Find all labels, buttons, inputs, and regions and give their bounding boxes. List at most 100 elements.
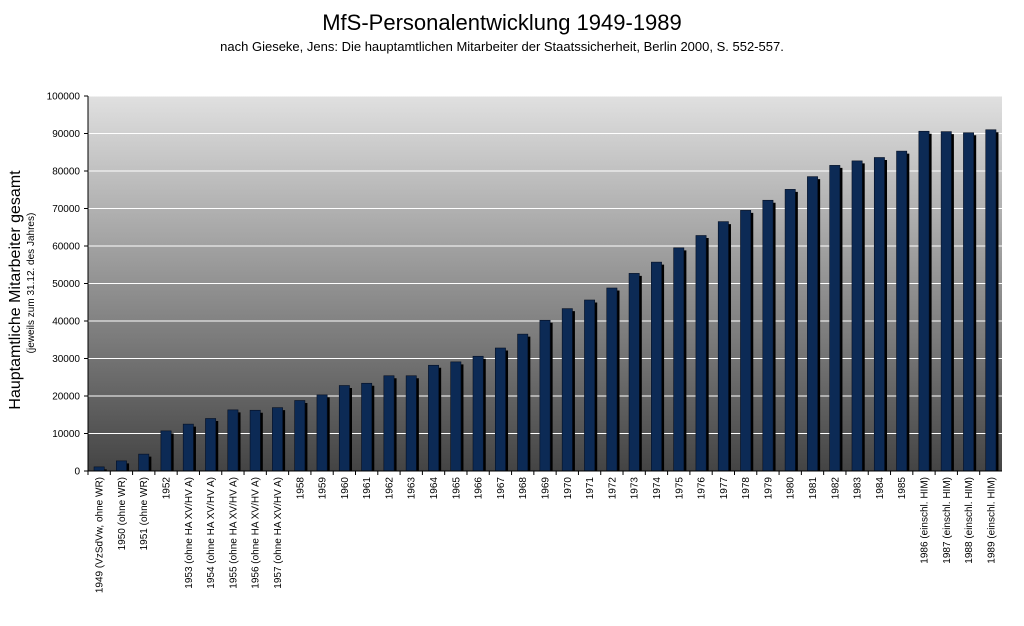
x-tick-label: 1959 (318, 477, 329, 500)
bar (494, 347, 506, 472)
bar (205, 418, 217, 472)
bar (450, 361, 462, 472)
y-tick-label: 10000 (52, 429, 80, 440)
y-tick-label: 20000 (52, 392, 80, 403)
x-tick-label: 1951 (ohne WR) (139, 477, 150, 550)
y-axis-label: Hauptamtliche Mitarbeiter gesamt (7, 170, 24, 410)
bar (138, 453, 150, 472)
x-tick-label: 1981 (808, 477, 819, 500)
bar (561, 308, 573, 472)
chart-title: MfS-Personalentwicklung 1949-1989 (322, 10, 682, 35)
bar (361, 382, 373, 472)
x-tick-label: 1969 (541, 477, 552, 500)
bar (472, 355, 484, 472)
x-tick-label: 1966 (474, 477, 485, 500)
x-tick-label: 1953 (ohne HA XV/HV A) (184, 477, 195, 589)
x-tick-label: 1965 (451, 477, 462, 500)
bar (628, 273, 640, 472)
y-tick-label: 0 (74, 467, 80, 478)
bar (405, 375, 417, 472)
y-tick-label: 100000 (47, 92, 81, 103)
bar (829, 165, 841, 472)
bar (963, 132, 974, 472)
x-tick-label: 1985 (897, 477, 908, 500)
x-tick-label: 1957 (ohne HA XV/HV A) (273, 477, 284, 589)
y-tick-label: 30000 (52, 354, 80, 365)
y-tick-label: 50000 (52, 279, 80, 290)
axes (84, 95, 1002, 475)
bar (584, 299, 596, 472)
x-tick-label: 1974 (652, 477, 663, 500)
bar (985, 129, 997, 472)
bar (227, 409, 239, 472)
y-axis-sublabel: (jeweils zum 31.12. des Jahres) (26, 213, 37, 354)
bar (851, 160, 863, 472)
x-tick-label: 1964 (429, 477, 440, 500)
y-tick-labels: 0 10000 20000 30000 40000 50000 60000 70000 8000… (47, 92, 81, 478)
x-tick-label: 1972 (607, 477, 618, 500)
bar (539, 319, 551, 472)
x-tick-label: 1954 (ohne HA XV/HV A) (206, 477, 217, 589)
bar (896, 150, 908, 472)
y-tick-label: 60000 (52, 242, 80, 253)
bar (762, 199, 774, 472)
x-tick-label: 1979 (763, 477, 774, 500)
bar (717, 221, 729, 472)
x-tick-label: 1982 (830, 477, 841, 500)
x-tick-label: 1955 (ohne HA XV/HV A) (228, 477, 239, 589)
x-tick-label: 1980 (786, 477, 797, 500)
x-tick-label: 1960 (340, 477, 351, 500)
x-tick-label: 1978 (741, 477, 752, 500)
bar (116, 460, 127, 472)
x-tick-label: 1968 (518, 477, 529, 500)
x-tick-label: 1956 (ohne HA XV/HV A) (251, 477, 262, 589)
x-tick-label: 1970 (563, 477, 574, 500)
x-tick-label: 1977 (719, 477, 730, 500)
x-tick-label: 1949 (VzSdVw, ohne WR) (95, 477, 106, 593)
chart-subtitle: nach Gieseke, Jens: Die hauptamtlichen M… (220, 39, 784, 54)
x-tick-label: 1971 (585, 477, 596, 500)
bar (383, 375, 395, 472)
bar (517, 333, 529, 472)
bar (695, 235, 707, 472)
x-tick-label: 1952 (162, 477, 173, 500)
x-tick-label: 1975 (674, 477, 685, 500)
bar (740, 210, 752, 472)
bar (918, 130, 930, 472)
bar (160, 430, 172, 472)
x-tick-label: 1986 (einschl. HIM) (919, 477, 930, 564)
y-tick-label: 80000 (52, 167, 80, 178)
bar (673, 247, 685, 472)
bar (651, 261, 662, 472)
x-tick-label: 1989 (einschl. HIM) (986, 477, 997, 564)
bar (182, 423, 194, 472)
bar (294, 400, 306, 472)
bar (873, 157, 885, 472)
x-tick-label: 1963 (407, 477, 418, 500)
bar (807, 176, 818, 472)
y-tick-label: 70000 (52, 204, 80, 215)
bar (272, 407, 283, 472)
x-tick-label: 1962 (384, 477, 395, 500)
x-tick-label: 1987 (einschl. HIM) (942, 477, 953, 564)
y-tick-label: 90000 (52, 129, 80, 140)
bar (249, 409, 261, 472)
x-tick-label: 1976 (697, 477, 708, 500)
bar (940, 131, 952, 472)
x-tick-label: 1967 (496, 477, 507, 500)
x-tick-label: 1973 (630, 477, 641, 500)
bar (784, 189, 796, 472)
bar (428, 364, 439, 472)
x-tick-labels: 1949 (VzSdVw, ohne WR) 1950 (ohne WR) 1951… (95, 477, 998, 594)
y-tick-label: 40000 (52, 317, 80, 328)
x-tick-label: 1950 (ohne WR) (117, 477, 128, 550)
x-tick-label: 1984 (875, 477, 886, 500)
bar (93, 466, 105, 472)
bars (93, 129, 999, 472)
x-tick-label: 1988 (einschl. HIM) (964, 477, 975, 564)
bar (338, 385, 350, 472)
x-tick-label: 1983 (853, 477, 864, 500)
x-tick-label: 1961 (362, 477, 373, 500)
bar (606, 287, 618, 472)
